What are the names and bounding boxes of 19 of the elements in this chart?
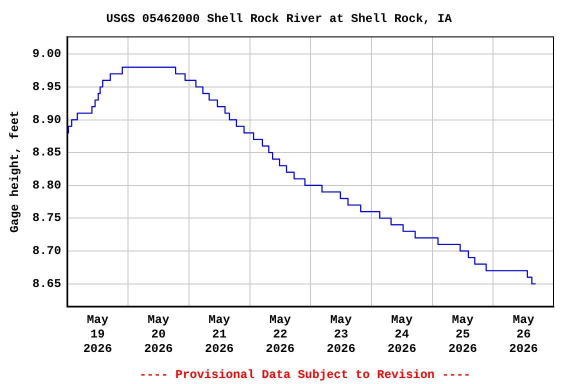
y-tick-label: 8.75 bbox=[32, 211, 62, 226]
x-tick-label: May 21 2026 bbox=[204, 313, 234, 356]
y-tick-label: 8.90 bbox=[32, 112, 62, 127]
y-tick-label: 8.95 bbox=[32, 80, 62, 94]
y-tick-label: 8.80 bbox=[32, 178, 62, 192]
y-tick-label: 8.70 bbox=[32, 244, 62, 258]
y-tick-label: 9.00 bbox=[32, 47, 62, 62]
x-tick-label: May 23 2026 bbox=[326, 313, 356, 356]
y-tick-label: 8.85 bbox=[32, 146, 62, 160]
x-tick-label: May 22 2026 bbox=[266, 313, 295, 356]
chart-title: USGS 05462000 Shell Rock River at Shell Rock, IA bbox=[106, 12, 453, 26]
text: ---- Provisional Data Subject to Revision ---- bbox=[139, 368, 471, 382]
x-tick-label: May 24 2026 bbox=[387, 313, 416, 356]
x-tick-label: May 20 2026 bbox=[144, 313, 173, 356]
y-tick-label: 8.65 bbox=[32, 276, 62, 291]
x-tick-label: May 25 2026 bbox=[448, 313, 478, 356]
x-tick-label: May 26 2026 bbox=[509, 313, 538, 356]
y-axis-title: Gage height, feet bbox=[8, 110, 22, 233]
x-tick-label: May 19 2026 bbox=[83, 313, 112, 356]
